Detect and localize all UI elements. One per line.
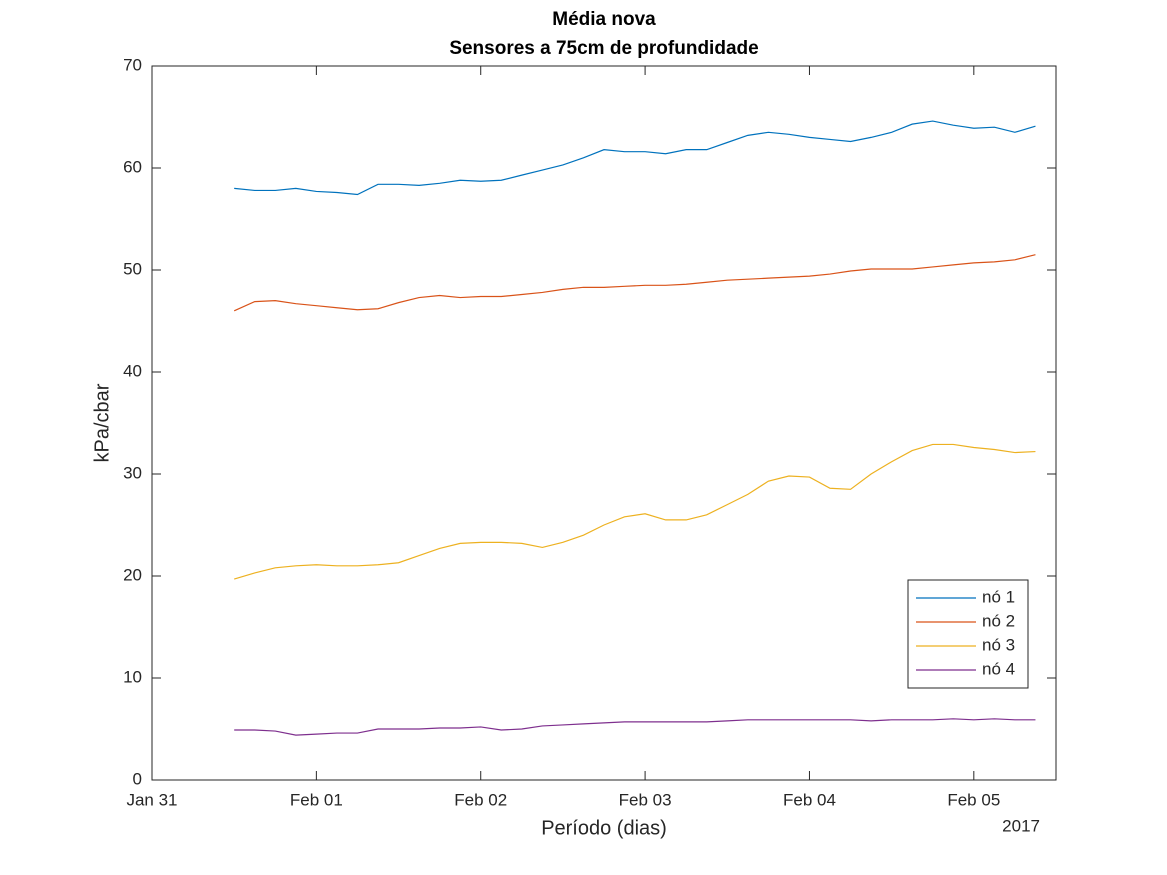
y-tick-label: 50: [123, 259, 142, 278]
legend-label: nó 2: [982, 611, 1015, 630]
x-tick-label: Feb 01: [290, 790, 343, 809]
y-tick-label: 10: [123, 667, 142, 686]
series-line: [234, 120, 1036, 196]
series-line: [234, 718, 1036, 736]
y-tick-label: 0: [133, 769, 142, 788]
legend-label: nó 3: [982, 635, 1015, 654]
x-tick-label: Jan 31: [126, 790, 177, 809]
y-tick-label: 70: [123, 55, 142, 74]
x-tick-label: Feb 04: [783, 790, 836, 809]
plot-area: [151, 65, 1057, 781]
y-axis-label: kPa/cbar: [91, 383, 113, 462]
chart-title: Média nova: [552, 9, 656, 30]
x-tick-label: Feb 03: [619, 790, 672, 809]
x-tick-label: Feb 05: [947, 790, 1000, 809]
series-line: [234, 443, 1036, 580]
y-tick-label: 40: [123, 361, 142, 380]
x-axis-label: Período (dias): [541, 817, 667, 839]
year-annotation: 2017: [1002, 816, 1040, 835]
legend-label: nó 4: [982, 659, 1015, 678]
y-tick-label: 20: [123, 565, 142, 584]
legend-label: nó 1: [982, 587, 1015, 606]
chart-subtitle: Sensores a 75cm de profundidade: [449, 38, 758, 59]
series-line: [233, 254, 1036, 312]
x-tick-label: Feb 02: [454, 790, 507, 809]
legend: nó 1 nó 2 nó 3 nó 4: [907, 579, 1029, 689]
y-tick-label: 30: [123, 463, 142, 482]
y-tick-label: 60: [123, 157, 142, 176]
